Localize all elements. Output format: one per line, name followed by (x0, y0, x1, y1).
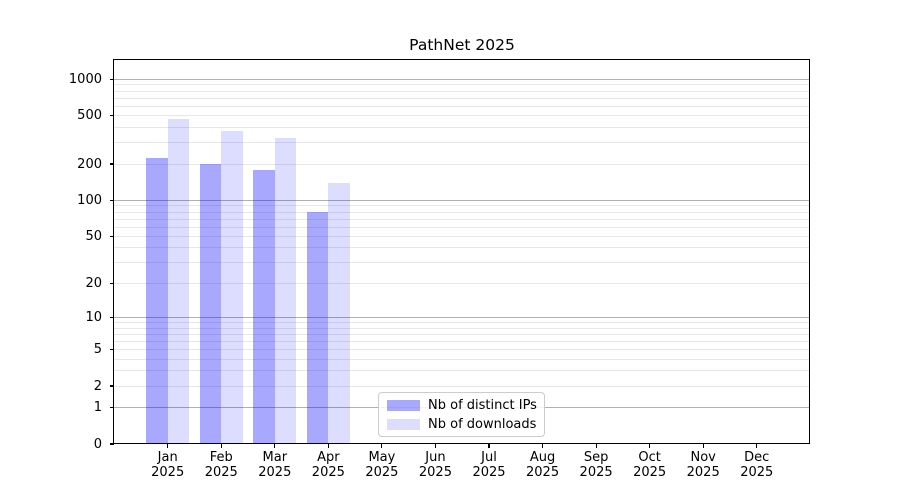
x-tick-mark (541, 444, 544, 448)
bar-jan-2025-s1 (167, 119, 190, 444)
x-tick-label: Jan 2025 (151, 450, 185, 480)
x-tick-label: Jun 2025 (418, 450, 452, 480)
bar-apr-2025-s1 (328, 182, 350, 444)
gridline-minor (114, 84, 810, 86)
y-tick-mark (109, 115, 114, 117)
gridline-minor (114, 105, 810, 107)
y-tick-label: 5 (93, 341, 102, 357)
gridline-minor (114, 327, 810, 329)
gridline-minor (114, 205, 810, 207)
x-tick-mark (702, 444, 704, 448)
x-tick-label: Apr 2025 (311, 450, 345, 480)
gridline-minor (114, 211, 810, 213)
legend-row: Nb of distinct IPs (387, 397, 537, 413)
bar-apr-2025-s0 (306, 212, 329, 444)
gridline-minor (114, 321, 810, 323)
gridline-minor (114, 115, 810, 117)
gridline-minor (114, 90, 810, 92)
gridline-minor (114, 340, 810, 342)
chart-title: PathNet 2025 (409, 36, 515, 54)
x-tick-label: Sep 2025 (579, 450, 613, 480)
y-tick-mark (109, 316, 114, 319)
y-tick-mark (109, 443, 114, 445)
gridline-minor (114, 235, 810, 237)
x-tick-label: Aug 2025 (526, 450, 560, 480)
bar-feb-2025-s0 (199, 164, 222, 444)
x-tick-label: Jul 2025 (472, 450, 506, 480)
y-tick-label: 1000 (68, 71, 102, 87)
y-tick-label: 20 (85, 275, 102, 291)
y-tick-mark (109, 163, 114, 165)
y-tick-label: 50 (85, 228, 102, 244)
legend-swatch-icon (387, 399, 420, 411)
gridline-major (114, 199, 810, 201)
gridline-minor (114, 262, 810, 264)
x-tick-label: Oct 2025 (633, 450, 667, 480)
gridline-minor (114, 282, 810, 284)
y-tick-label: 1 (93, 399, 102, 415)
y-tick-label: 10 (85, 309, 102, 325)
gridline-minor (114, 358, 810, 360)
y-tick-label: 500 (77, 108, 102, 124)
y-tick-label: 100 (77, 192, 102, 208)
gridline-minor (114, 142, 810, 144)
gridline-minor (114, 247, 810, 249)
y-tick-label: 0 (93, 436, 102, 452)
gridline-major (114, 316, 810, 318)
x-tick-mark (274, 444, 276, 448)
legend-swatch-icon (387, 418, 420, 430)
gridline-minor (114, 226, 810, 228)
x-tick-label: Mar 2025 (258, 450, 292, 480)
x-tick-label: Nov 2025 (686, 450, 720, 480)
gridline-minor (114, 97, 810, 99)
y-tick-mark (109, 78, 114, 80)
gridline-minor (114, 370, 810, 372)
gridline-minor (114, 333, 810, 335)
x-tick-mark (595, 444, 597, 448)
y-tick-mark (109, 385, 114, 387)
legend-row: Nb of downloads (387, 417, 536, 432)
gridline-minor (114, 385, 810, 387)
legend-label: Nb of distinct IPs (428, 397, 537, 413)
gridline-minor (114, 348, 810, 350)
x-tick-mark (327, 444, 329, 448)
x-tick-mark (488, 444, 490, 448)
y-tick-mark (109, 199, 114, 201)
x-tick-mark (381, 444, 383, 448)
bar-jan-2025-s0 (146, 157, 168, 444)
legend-label: Nb of downloads (428, 416, 537, 432)
y-tick-mark (109, 235, 114, 238)
gridline-minor (114, 163, 810, 165)
gridline-minor (114, 127, 810, 129)
x-tick-label: Dec 2025 (740, 450, 774, 480)
x-tick-mark (167, 444, 169, 448)
y-tick-mark (109, 406, 114, 408)
y-tick-label: 200 (77, 156, 102, 172)
y-tick-mark (109, 348, 114, 351)
x-tick-mark (220, 444, 222, 448)
gridline-major (114, 78, 810, 80)
x-tick-label: May 2025 (365, 450, 399, 480)
bar-feb-2025-s1 (221, 131, 243, 444)
x-tick-label: Feb 2025 (204, 450, 238, 480)
gridline-minor (114, 218, 810, 220)
bar-mar-2025-s1 (274, 137, 297, 444)
y-tick-mark (109, 282, 114, 284)
bar-mar-2025-s0 (253, 170, 275, 444)
y-tick-label: 2 (93, 378, 102, 394)
x-tick-mark (649, 444, 651, 448)
legend: Nb of distinct IPs Nb of downloads (378, 392, 545, 437)
x-tick-mark (434, 444, 437, 448)
x-tick-mark (756, 444, 758, 448)
